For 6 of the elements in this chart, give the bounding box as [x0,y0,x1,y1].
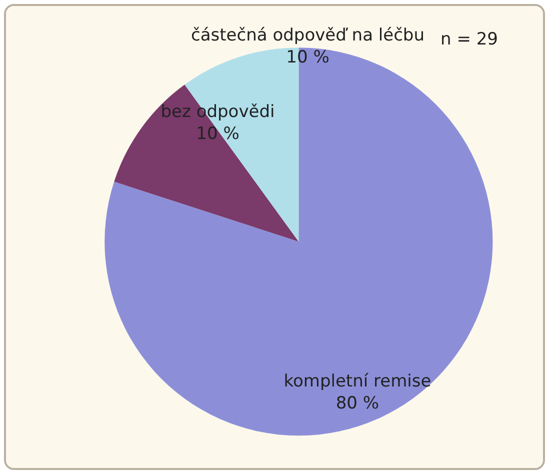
text: n = 29 [440,30,498,50]
data-label: 80 % [336,394,380,414]
data-label: 10 % [196,124,240,144]
slice-label: částečná odpověď na léčbu [191,25,424,46]
data-label: 10 % [286,47,330,68]
slice-label: kompletní remise [284,372,432,392]
